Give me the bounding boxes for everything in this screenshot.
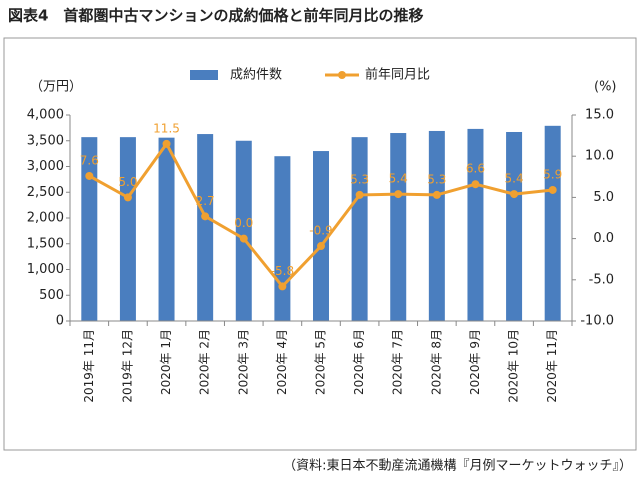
source: （資料:東日本不動産流通機構『月例マーケットウォッチ』） — [283, 458, 632, 474]
y2-tick-label: -5.0 — [589, 272, 614, 287]
y2-tick-label: 10.0 — [585, 149, 614, 164]
value-label: 5.3 — [350, 172, 369, 186]
value-label: 5.0 — [118, 175, 137, 189]
y2-tick-label: -10.0 — [580, 314, 614, 329]
line-marker — [548, 185, 557, 194]
bar — [119, 137, 136, 321]
legend-marker — [338, 71, 346, 79]
x-tick-label: 2019年 11月 — [82, 329, 96, 403]
y-tick-label: 1,500 — [27, 236, 64, 251]
x-tick-label: 2019年 12月 — [120, 329, 134, 403]
bar — [544, 125, 561, 321]
y-tick-label: 2,000 — [27, 211, 64, 226]
bar — [274, 156, 291, 321]
value-label: 2.7 — [196, 194, 215, 208]
value-label: -5.8 — [271, 264, 294, 278]
y2-tick-label: 0.0 — [593, 231, 614, 246]
line-marker — [510, 190, 519, 199]
y2-axis-label: (%) — [594, 80, 617, 95]
chart-title: 図表4 首都圏中古マンションの成約価格と前年同月比の推移 — [8, 7, 423, 25]
y-tick-label: 4,000 — [27, 108, 64, 123]
x-tick-label: 2020年 3月 — [236, 329, 250, 395]
bar — [158, 137, 175, 321]
x-tick-label: 2020年 7月 — [391, 329, 405, 395]
value-label: 5.4 — [505, 172, 524, 186]
line-marker — [123, 193, 132, 202]
line-marker — [278, 282, 287, 291]
bar — [467, 128, 484, 321]
y-tick-label: 3,500 — [27, 133, 64, 148]
bar — [428, 130, 445, 321]
legend-label: 成約件数 — [230, 68, 282, 83]
y-tick-label: 1,000 — [27, 262, 64, 277]
legend-label: 前年同月比 — [365, 67, 430, 83]
line-marker — [471, 180, 480, 189]
x-tick-label: 2020年 2月 — [198, 329, 212, 395]
value-label: -0.9 — [309, 224, 332, 238]
y-tick-label: 2,500 — [27, 185, 64, 200]
value-label: 0.0 — [234, 216, 253, 230]
x-tick-label: 2020年 5月 — [314, 329, 328, 395]
bar — [313, 151, 329, 321]
y2-tick-label: 5.0 — [593, 190, 614, 205]
value-label: 5.9 — [543, 167, 562, 181]
line-marker — [394, 190, 403, 199]
y-axis-label: （万円） — [30, 80, 82, 95]
x-tick-label: 2020年 9月 — [468, 329, 482, 395]
x-tick-label: 2020年 1月 — [159, 329, 173, 395]
line-marker — [85, 171, 94, 180]
line-marker — [355, 190, 364, 199]
legend-swatch — [190, 70, 218, 80]
line-marker — [239, 234, 248, 243]
x-tick-label: 2020年 8月 — [429, 329, 443, 395]
value-label: 5.3 — [427, 172, 446, 186]
value-label: 7.6 — [80, 153, 99, 167]
value-label: 6.6 — [466, 162, 485, 176]
bar — [351, 137, 368, 321]
y-tick-label: 3,000 — [27, 159, 64, 174]
line-marker — [201, 212, 210, 221]
x-tick-label: 2020年 6月 — [352, 329, 366, 395]
value-label: 11.5 — [153, 121, 180, 135]
y-tick-label: 500 — [39, 288, 64, 303]
chart-frame — [3, 37, 637, 451]
y2-tick-label: 15.0 — [585, 108, 614, 123]
bar — [197, 134, 214, 321]
x-tick-label: 2020年 10月 — [507, 329, 521, 403]
bar — [81, 137, 98, 321]
value-label: 5.4 — [389, 172, 408, 186]
x-tick-label: 2020年 11月 — [545, 329, 559, 403]
line-marker — [432, 190, 441, 199]
line-marker — [162, 139, 171, 148]
line-marker — [317, 242, 325, 251]
bar — [506, 131, 523, 321]
y-tick-label: 0 — [56, 314, 64, 329]
bar — [390, 133, 407, 321]
x-tick-label: 2020年 4月 — [275, 329, 289, 395]
bar — [235, 140, 252, 321]
